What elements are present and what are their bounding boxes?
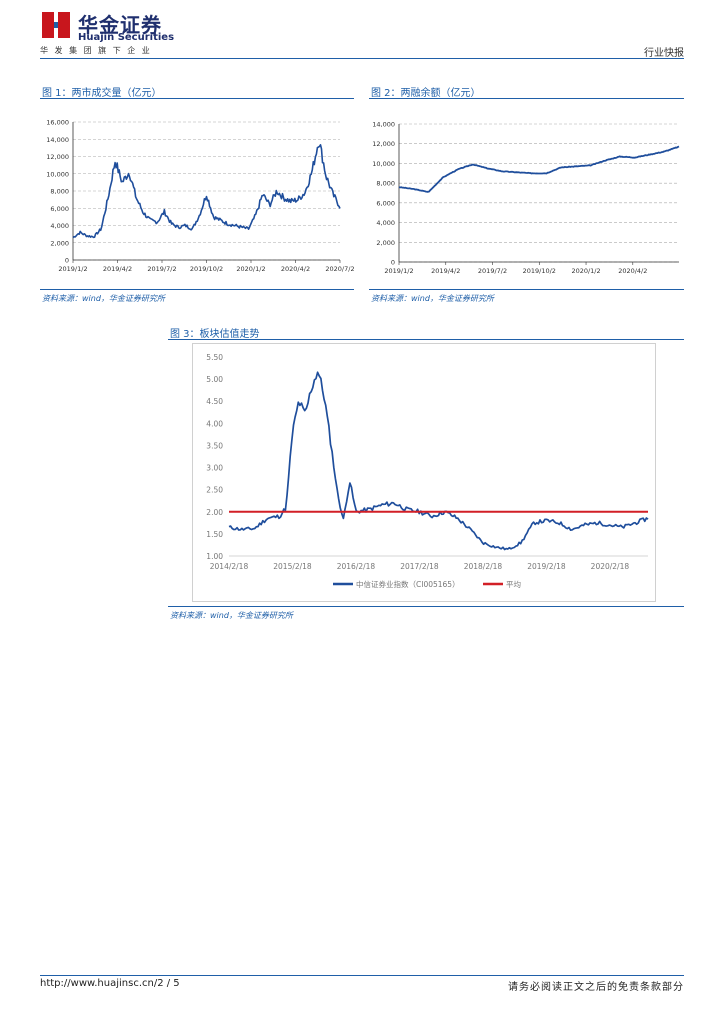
- y-tick-label: 3.00: [206, 464, 223, 473]
- y-tick-label: 8,000: [376, 180, 395, 188]
- y-tick-label: 12,000: [372, 140, 395, 148]
- figure-2-top-rule: [369, 98, 684, 99]
- figure-2-source: 资料来源：wind，华金证券研究所: [371, 294, 494, 303]
- company-tagline: 华 发 集 团 旗 下 企 业: [40, 46, 152, 55]
- y-tick-label: 2.50: [206, 486, 223, 495]
- figure-3-source: 资料来源：wind，华金证券研究所: [170, 611, 293, 620]
- y-tick-label: 10,000: [46, 170, 69, 178]
- y-tick-label: 2,000: [376, 239, 395, 247]
- figure-1-title: 图 1：两市成交量（亿元）: [42, 88, 162, 99]
- figure-3-bottom-rule: [168, 606, 684, 607]
- figure-3-title: 图 3：板块估值走势: [170, 329, 260, 340]
- company-name-cn: 华金证券: [78, 13, 162, 37]
- y-tick-label: 16,000: [46, 119, 69, 127]
- figure-1-bottom-rule: [40, 289, 354, 290]
- x-tick-label: 2019/2/18: [527, 562, 566, 571]
- y-tick-label: 14,000: [46, 136, 69, 144]
- x-tick-label: 2015/2/18: [273, 562, 312, 571]
- x-tick-label: 2019/4/2: [103, 265, 132, 272]
- y-tick-label: 1.00: [206, 552, 223, 561]
- footer-disclaimer: 请务必阅读正文之后的免责条款部分: [508, 982, 684, 993]
- y-tick-label: 5.50: [206, 353, 223, 362]
- x-tick-label: 2014/2/18: [210, 562, 249, 571]
- y-tick-label: 0: [65, 257, 69, 265]
- y-tick-label: 1.50: [206, 530, 223, 539]
- y-tick-label: 5.00: [206, 375, 223, 384]
- y-tick-label: 14,000: [372, 121, 395, 129]
- legend-label-average: 平均: [506, 579, 521, 589]
- x-tick-label: 2017/2/18: [400, 562, 439, 571]
- chart-2-margin-balance: 0 2,000 4,000 6,000 8,000 10,000 12,000 14,000 2…: [372, 121, 680, 274]
- x-tick-label: 2020/1/2: [571, 267, 600, 274]
- y-tick-label: 4.00: [206, 419, 223, 428]
- x-tick-label: 2019/7/2: [478, 267, 507, 274]
- y-tick-label: 8,000: [50, 188, 69, 196]
- legend-label-sector-index: 中信证券业指数（CI005165）: [356, 579, 460, 589]
- figure-1-source: 资料来源：wind，华金证券研究所: [42, 294, 165, 303]
- x-tick-label: 2019/10/2: [523, 267, 556, 274]
- x-tick-label: 2019/4/2: [431, 267, 460, 274]
- x-tick-label: 2018/2/18: [464, 562, 503, 571]
- y-tick-label: 12,000: [46, 153, 69, 161]
- x-tick-label: 2019/7/2: [147, 265, 176, 272]
- x-tick-label: 2020/2/18: [591, 562, 630, 571]
- chart-3-frame: 1.00 1.50 2.00 2.50 3.00 3.50 4.00 4.50 5.00 5.50…: [192, 343, 656, 602]
- chart-1-trading-volume: 0 2,000 4,000 6,000 8,000 10,000 12,000 14,000 1…: [46, 119, 354, 273]
- y-tick-label: 6,000: [50, 205, 69, 213]
- company-logo: [40, 10, 72, 40]
- footer-rule: [40, 975, 684, 976]
- y-tick-label: 2.00: [206, 508, 223, 517]
- figure-3-top-rule: [168, 339, 684, 340]
- figure-2-title: 图 2：两融余额（亿元）: [371, 88, 481, 99]
- x-tick-label: 2020/1/2: [236, 265, 265, 272]
- y-tick-label: 4,000: [50, 222, 69, 230]
- doc-type: 行业快报: [644, 48, 684, 59]
- y-tick-label: 2,000: [50, 239, 69, 247]
- volume-series-line: [72, 144, 341, 239]
- figure-2-bottom-rule: [369, 289, 684, 290]
- footer-url[interactable]: http://www.huajinsc.cn/2 / 5: [40, 978, 180, 989]
- x-tick-label: 2020/4/2: [618, 267, 647, 274]
- sector-index-series-line: [228, 371, 649, 551]
- header-rule: [40, 58, 684, 59]
- figure-1-top-rule: [40, 98, 354, 99]
- x-tick-label: 2019/1/2: [58, 265, 87, 272]
- y-tick-label: 0: [391, 259, 395, 267]
- x-tick-label: 2016/2/18: [337, 562, 376, 571]
- y-tick-label: 3.50: [206, 441, 223, 450]
- x-tick-label: 2019/1/2: [384, 267, 413, 274]
- y-tick-label: 4.50: [206, 397, 223, 406]
- company-name-en: Huajin Securities: [78, 32, 175, 43]
- y-tick-label: 4,000: [376, 219, 395, 227]
- x-tick-label: 2019/10/2: [190, 265, 223, 272]
- y-tick-label: 10,000: [372, 160, 395, 168]
- chart-3-valuation-trend: 1.00 1.50 2.00 2.50 3.00 3.50 4.00 4.50 5.00 5.50…: [206, 353, 649, 589]
- x-tick-label: 2020/4/2: [281, 265, 310, 272]
- margin-balance-series-line: [398, 145, 680, 193]
- x-tick-label: 2020/7/2: [325, 265, 354, 272]
- y-tick-label: 6,000: [376, 199, 395, 207]
